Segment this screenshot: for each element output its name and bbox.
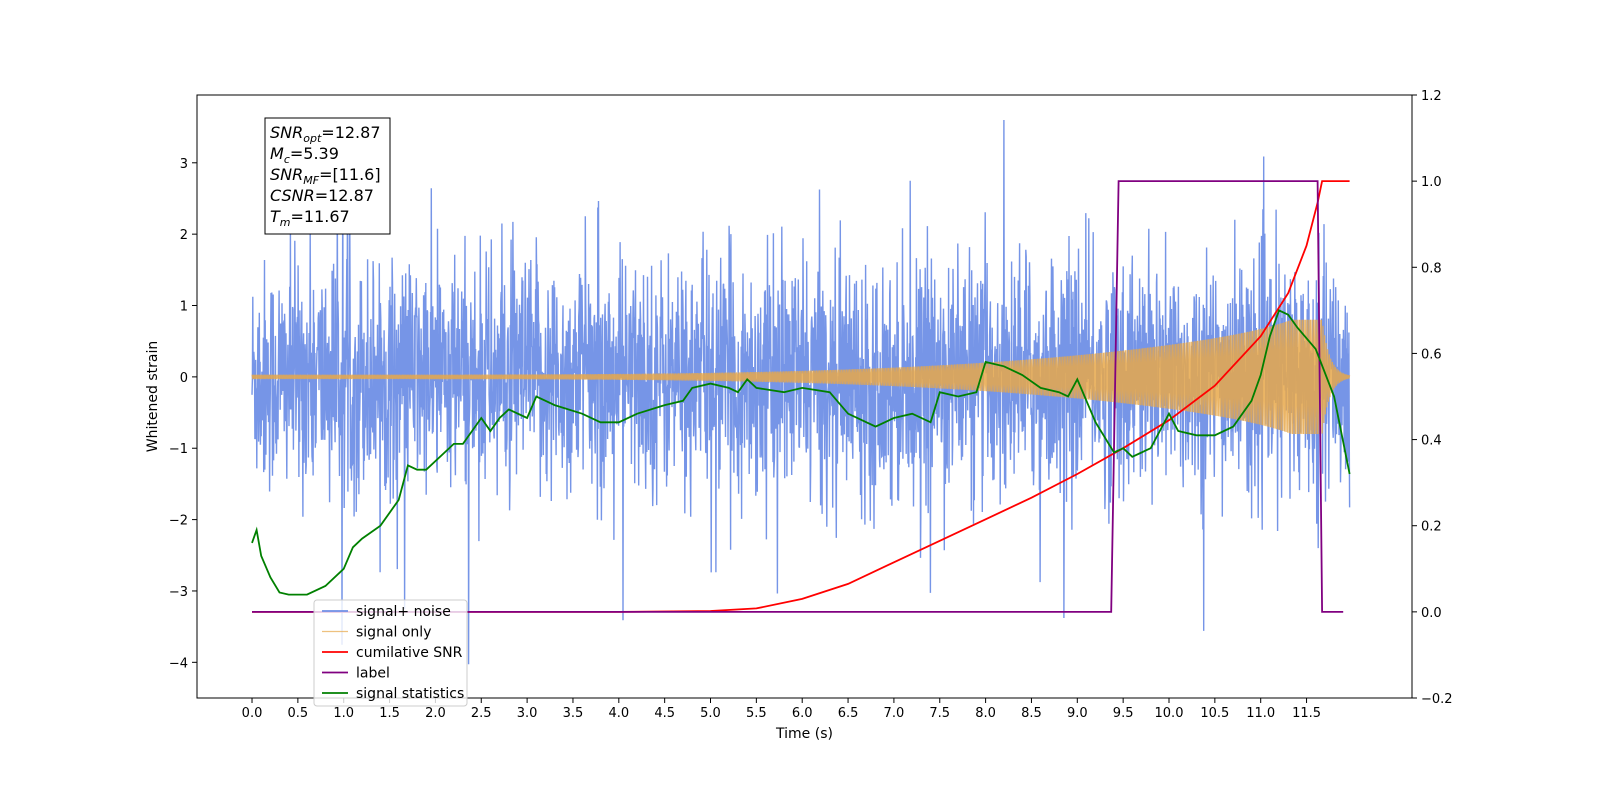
y-tick-label-left: −3 <box>169 585 188 600</box>
x-tick-label: 8.0 <box>975 706 996 721</box>
x-tick-label: 8.5 <box>1021 706 1042 721</box>
axes: 0.0 0.5 1.0 1.5 2.0 2.5 3.0 3.5 4.0 4.5 5.0 5.5 6.0 6… <box>169 89 1453 721</box>
legend-entry: signal+ noise <box>356 604 451 620</box>
x-axis-label: Time (s) <box>775 726 833 742</box>
y-tick-label-left: 2 <box>180 228 188 243</box>
annotation-value: =5.39 <box>290 144 339 163</box>
x-tick-label: 11.5 <box>1292 706 1321 721</box>
series-signal-statistics-line <box>251 309 1351 596</box>
annotation-subscript: opt <box>303 132 322 145</box>
x-tick-label: 4.5 <box>654 706 675 721</box>
annotation-line: Mc=5.39 <box>270 144 339 166</box>
y-tick-label-left: 3 <box>180 157 188 172</box>
y-tick-label-right: −0.2 <box>1421 692 1453 707</box>
x-tick-label: 7.5 <box>929 706 950 721</box>
legend-entry: label <box>356 666 390 682</box>
annotation-symbol: SNR <box>270 123 303 142</box>
annotation-frame <box>264 117 391 235</box>
x-tick-label: 0.0 <box>242 706 263 721</box>
y-tick-label-left: −2 <box>169 514 188 529</box>
y-tick-label-left: 1 <box>180 300 188 315</box>
y-tick-label-right: 0.2 <box>1421 520 1442 535</box>
annotation-subscript: MF <box>303 174 319 187</box>
x-tick-label: 5.0 <box>700 706 721 721</box>
x-tick-label: 5.5 <box>746 706 767 721</box>
x-tick-label: 3.5 <box>563 706 584 721</box>
y-tick-label-left: 0 <box>180 371 188 386</box>
x-tick-label: 2.0 <box>425 706 446 721</box>
y-tick-label-right: 0.0 <box>1421 606 1442 621</box>
annotation-value: =12.87 <box>321 123 380 142</box>
annotation-symbol: CSNR <box>270 186 315 205</box>
y-tick-label-left: −4 <box>169 656 188 671</box>
series-cumulative-snr-line <box>252 180 1350 613</box>
x-tick-label: 10.0 <box>1155 706 1184 721</box>
legend-entry: cumilative SNR <box>356 645 463 661</box>
legend-entry: signal statistics <box>356 686 464 702</box>
annotation-value: =[11.6] <box>319 165 381 184</box>
annotation-subscript: c <box>284 153 290 166</box>
annotation-line: SNRMF=[11.6] <box>270 165 381 187</box>
y-tick-label-right: 0.4 <box>1421 434 1442 449</box>
legend-frame <box>313 599 468 707</box>
series-signal-only-line <box>251 319 1351 435</box>
y-axis-label-left: Whitened strain <box>145 341 161 452</box>
annotation-symbol: SNR <box>270 165 303 184</box>
annotation-symbol: T <box>270 207 281 226</box>
y-tick-label-right: 1.0 <box>1421 175 1442 190</box>
annotation-value: =12.87 <box>315 186 374 205</box>
x-tick-label: 9.0 <box>1067 706 1088 721</box>
x-tick-label: 1.5 <box>379 706 400 721</box>
y-tick-label-left: −1 <box>169 442 188 457</box>
x-tick-label: 0.5 <box>288 706 309 721</box>
x-tick-label: 1.0 <box>333 706 354 721</box>
plot-area <box>251 119 1351 665</box>
annotation-subscript: m <box>280 216 291 229</box>
annotation-line: SNRopt=12.87 <box>270 123 381 145</box>
x-tick-label: 4.0 <box>608 706 629 721</box>
annotation-value: =11.67 <box>291 207 350 226</box>
x-tick-label: 6.5 <box>838 706 859 721</box>
y-tick-label-right: 1.2 <box>1421 89 1442 104</box>
y-tick-label-right: 0.6 <box>1421 347 1442 362</box>
series-label-line <box>252 180 1344 613</box>
x-tick-label: 11.0 <box>1246 706 1275 721</box>
legend-entry: signal only <box>356 625 431 641</box>
x-tick-label: 2.5 <box>471 706 492 721</box>
annotation-line: CSNR=12.87 <box>270 186 374 205</box>
annotation-line: Tm=11.67 <box>270 207 350 229</box>
y-tick-label-right: 0.8 <box>1421 261 1442 276</box>
annotation-box: SNRopt=12.87Mc=5.39SNRMF=[11.6]CSNR=12.8… <box>264 117 391 235</box>
annotation-symbol: M <box>270 144 284 163</box>
legend: signal+ noise signal only cumilative SNR la… <box>313 599 468 707</box>
x-tick-label: 3.0 <box>517 706 538 721</box>
axes-frame <box>196 94 1413 699</box>
x-tick-label: 7.0 <box>884 706 905 721</box>
x-tick-label: 10.5 <box>1200 706 1229 721</box>
x-tick-label: 9.5 <box>1113 706 1134 721</box>
x-tick-label: 6.0 <box>792 706 813 721</box>
